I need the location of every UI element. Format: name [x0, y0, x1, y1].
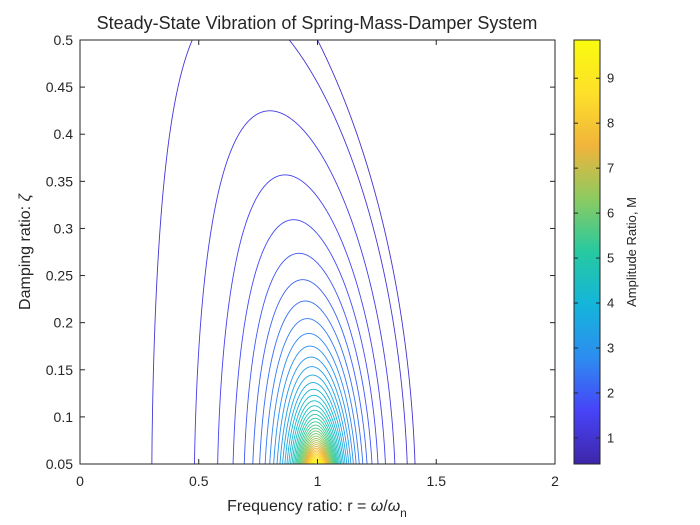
contour-line: [301, 435, 332, 464]
y-tick-label: 0.05: [46, 456, 73, 472]
colorbar-tick-label: 2: [607, 385, 614, 400]
y-tick-label: 0.4: [54, 126, 74, 142]
colorbar: [573, 39, 601, 465]
colorbar-tick-label: 4: [607, 296, 614, 311]
y-tick-label: 0.45: [46, 79, 73, 95]
contour-line: [288, 394, 343, 464]
contour-line: [307, 452, 326, 464]
y-tick-label: 0.35: [46, 173, 73, 189]
colorbar-tick-label: 3: [607, 340, 614, 355]
contour-line: [282, 374, 348, 464]
colorbar-tick-label: 5: [607, 251, 614, 266]
x-tick-label: 1.5: [427, 473, 447, 489]
contour-line: [303, 442, 330, 464]
contour-line: [243, 252, 373, 464]
colorbar-label: Amplitude Ratio, M: [624, 197, 639, 307]
contour-line: [289, 400, 342, 464]
contour-line: [308, 453, 326, 464]
x-tick-label: 1: [314, 473, 322, 489]
y-axis-label: Damping ratio: ζ: [17, 192, 34, 310]
colorbar-ticks: 1 2 3 4 5 6 7 8 9: [574, 71, 614, 445]
contour-line: [232, 219, 379, 464]
contour-line: [284, 382, 346, 464]
colorbar-tick-label: 9: [607, 71, 614, 86]
y-tick-label: 0.25: [46, 268, 73, 284]
colorbar-tick-label: 6: [607, 206, 614, 221]
x-tick-label: 0.5: [189, 473, 209, 489]
contour-line: [296, 421, 336, 464]
contour-line: [294, 414, 338, 464]
y-tick-label: 0.5: [54, 32, 74, 48]
contour-line: [151, 40, 408, 464]
contour-line: [310, 458, 323, 464]
colorbar-tick-label: 1: [607, 430, 614, 445]
colorbar-tick-label: 8: [607, 116, 614, 131]
y-tick-label: 0.3: [54, 220, 74, 236]
contour-line: [302, 437, 331, 464]
contour-line: [299, 430, 334, 464]
contour-line: [292, 409, 339, 464]
contour-line: [306, 450, 327, 464]
contour-line: [300, 433, 333, 464]
contour-line: [316, 40, 416, 464]
contour-line: [295, 417, 337, 464]
contour-line: [279, 366, 350, 464]
contour-line: [264, 318, 360, 464]
contour-line: [309, 456, 325, 464]
contour-lines: [151, 40, 416, 464]
colorbar-tick-label: 7: [607, 161, 614, 176]
contour-line: [252, 279, 368, 464]
chart-title: Steady-State Vibration of Spring-Mass-Da…: [97, 13, 538, 33]
contour-line: [273, 345, 354, 464]
contour-line: [304, 444, 329, 464]
contour-line: [310, 457, 324, 464]
y-tick-label: 0.15: [46, 362, 73, 378]
y-tick-label: 0.1: [54, 409, 74, 425]
contour-line: [291, 405, 340, 464]
contour-line: [276, 356, 352, 464]
contour-line: [297, 424, 335, 464]
x-tick-label: 0: [76, 473, 84, 489]
y-axis-ticks: 0.05 0.1 0.15 0.2 0.25 0.3 0.35 0.4 0.45 0.5: [46, 32, 555, 472]
contour-line: [302, 440, 331, 464]
x-axis-label: Frequency ratio: r = ω/ωn: [227, 498, 407, 520]
contour-line: [306, 449, 328, 464]
contour-line: [194, 110, 396, 464]
contour-line: [308, 455, 325, 464]
x-axis-ticks: 0 0.5 1 1.5 2: [76, 40, 559, 489]
contour-line: [305, 447, 328, 464]
plot-area: [80, 40, 555, 464]
y-tick-label: 0.2: [54, 315, 74, 331]
x-tick-label: 2: [551, 473, 559, 489]
contour-line: [259, 300, 364, 464]
contour-line: [217, 174, 386, 464]
contour-line: [269, 332, 357, 464]
contour-line: [298, 427, 334, 464]
contour-line: [286, 388, 344, 464]
